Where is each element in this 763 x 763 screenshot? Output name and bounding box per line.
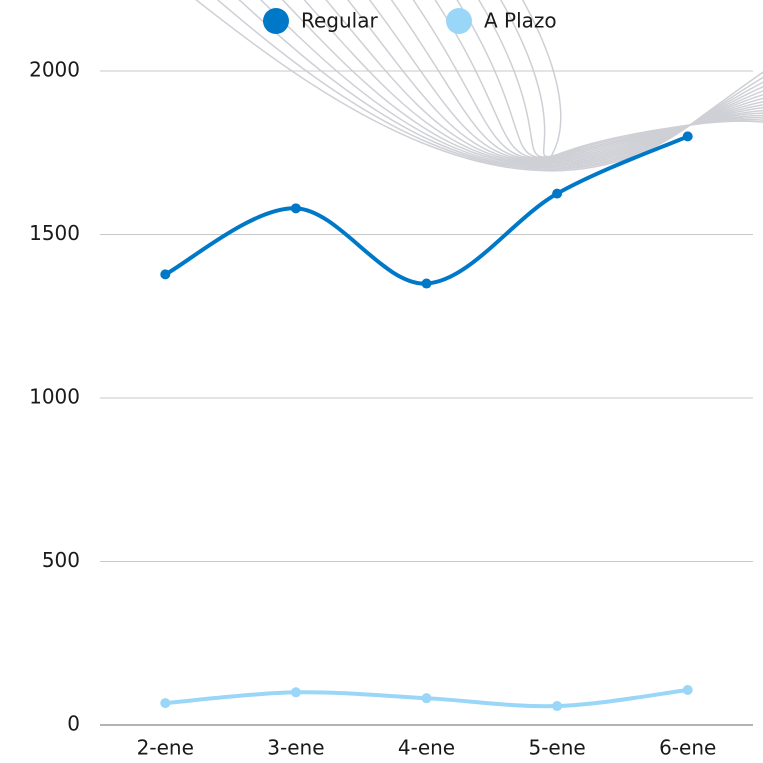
x-tick-label: 2-ene — [137, 736, 194, 760]
decor-wave — [521, 0, 763, 158]
decor-wave — [238, 0, 763, 169]
y-tick-label: 1000 — [29, 385, 80, 409]
data-point — [421, 278, 432, 289]
legend-label: Regular — [301, 9, 378, 33]
y-tick-label: 0 — [67, 712, 80, 736]
data-point — [421, 693, 432, 704]
legend-swatch — [446, 8, 472, 34]
y-tick-label: 500 — [42, 548, 80, 572]
data-point — [290, 203, 301, 214]
data-point — [682, 131, 693, 142]
data-point — [160, 269, 171, 280]
x-tick-label: 4-ene — [398, 736, 455, 760]
x-tick-label: 3-ene — [267, 736, 324, 760]
x-tick-label: 6-ene — [659, 736, 716, 760]
data-point — [552, 188, 563, 199]
decor-wave — [195, 0, 763, 172]
legend-swatch — [263, 8, 289, 34]
decor-wave — [368, 0, 763, 162]
decor-wave — [434, 0, 763, 159]
data-point — [552, 701, 563, 712]
decor-wave — [259, 0, 763, 168]
legend-label: A Plazo — [484, 9, 557, 33]
y-tick-label: 1500 — [29, 221, 80, 245]
y-tick-label: 2000 — [29, 58, 80, 82]
x-tick-label: 5-ene — [528, 736, 585, 760]
decor-wave — [216, 0, 763, 171]
data-point — [160, 698, 171, 709]
data-point — [682, 685, 693, 696]
data-point — [290, 687, 301, 698]
background-waves — [195, 0, 763, 172]
